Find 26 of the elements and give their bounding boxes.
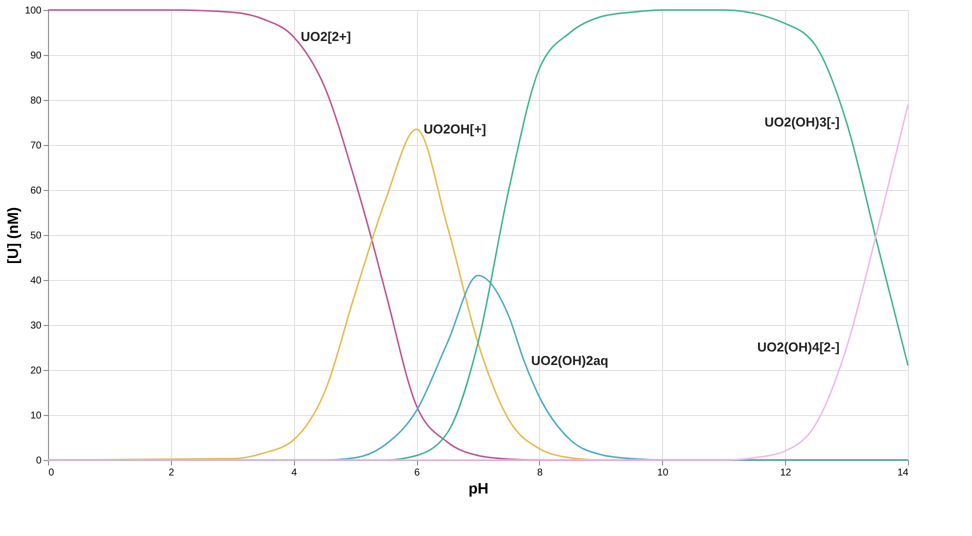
x-tick-label: 0 bbox=[48, 468, 54, 478]
y-tick-label: 90 bbox=[30, 50, 42, 62]
y-tick-label: 100 bbox=[24, 6, 42, 16]
x-tick-label: 10 bbox=[657, 468, 669, 478]
x-tick-label: 6 bbox=[414, 468, 420, 478]
annotation: UO2[2+] bbox=[300, 29, 351, 44]
y-tick-label: 50 bbox=[30, 230, 42, 242]
annotation: UO2OH[+] bbox=[424, 121, 486, 136]
y-axis-title: [U] (nM) bbox=[4, 207, 22, 264]
y-tick-label: 30 bbox=[30, 320, 42, 332]
annotation: UO2(OH)2aq bbox=[531, 353, 608, 368]
x-axis-title: pH bbox=[468, 480, 488, 498]
y-tick-label: 20 bbox=[30, 366, 42, 376]
x-tick-label: 2 bbox=[168, 468, 175, 478]
x-tick-label: 14 bbox=[897, 468, 909, 478]
x-tick-label: 4 bbox=[291, 468, 298, 478]
annotation: UO2(OH)4[2-] bbox=[757, 340, 840, 354]
x-tick-label: 8 bbox=[537, 468, 544, 478]
y-tick-label: 0 bbox=[36, 456, 42, 466]
y-tick-label: 40 bbox=[30, 276, 42, 286]
annotation: UO2(OH)3[-] bbox=[764, 114, 840, 130]
y-tick-label: 70 bbox=[30, 140, 42, 152]
y-tick-label: 60 bbox=[30, 186, 42, 196]
y-tick-label: 10 bbox=[30, 410, 42, 422]
x-tick-label: 12 bbox=[780, 468, 792, 478]
y-tick-label: 80 bbox=[30, 96, 42, 106]
